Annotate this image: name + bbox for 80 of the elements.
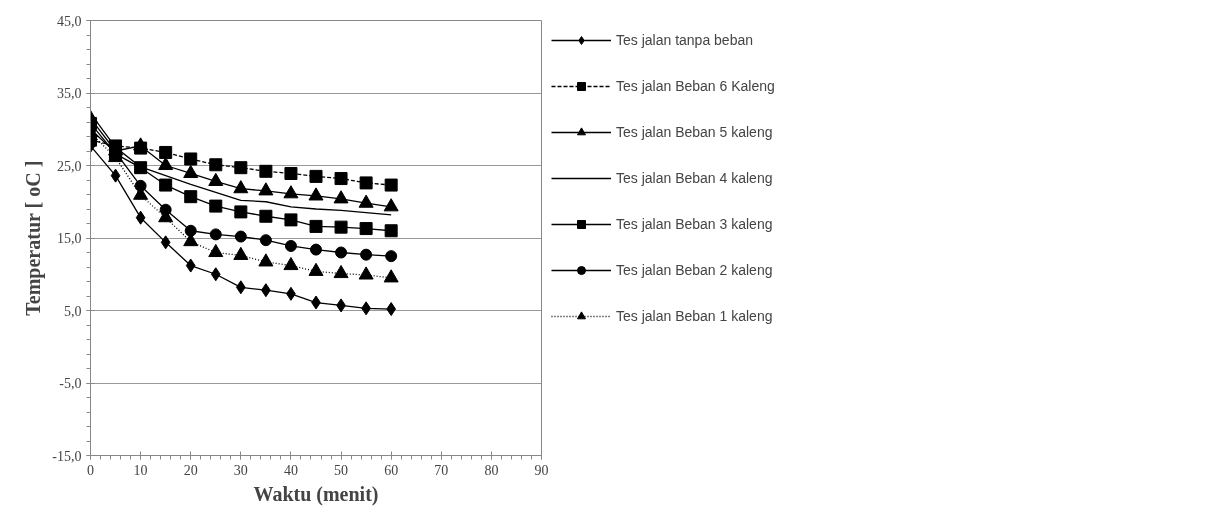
x-tick-label: 70 [434,462,449,478]
x-tick-label: 50 [334,462,349,478]
point [208,172,224,186]
point [333,190,349,204]
point [384,178,398,192]
x-tick-label: 20 [183,462,198,478]
point [233,246,249,260]
point [159,145,173,159]
y-tick-label: 35,0 [57,86,82,101]
point [210,267,221,282]
y-axis-title: Temperatur [ oC ] [22,160,46,316]
point [334,220,348,234]
point [183,164,199,179]
point [358,194,374,208]
point [184,152,198,166]
y-tick-label: -5,0 [59,376,82,391]
point [234,230,247,243]
point [284,213,298,227]
point [358,266,374,280]
point [335,246,348,259]
point [209,158,223,172]
legend-label: Tes jalan Beban 5 kaleng [616,124,773,140]
point [134,161,148,175]
point [135,210,146,225]
point [234,205,248,219]
x-tick-label: 0 [87,462,94,478]
point [284,239,297,252]
point [259,209,273,223]
legend-label: Tes jalan Beban 6 Kaleng [616,78,775,94]
point [383,198,399,212]
x-tick-label: 90 [534,462,549,478]
point [208,243,224,258]
y-tick-label: 5,0 [64,303,82,319]
y-tick-label: 15,0 [57,231,82,246]
x-tick-label: 60 [384,462,399,478]
x-axis-title: Waktu (menit) [253,482,379,506]
point [259,164,273,178]
point [308,262,324,276]
x-tick-label: 30 [233,462,248,478]
point [384,224,398,238]
point [158,156,174,171]
point [185,258,196,273]
point [133,137,149,151]
legend-label: Tes jalan Beban 2 kaleng [616,262,773,278]
point [283,185,299,199]
point [110,168,121,183]
point [209,199,223,213]
x-tick-label: 10 [133,462,148,478]
point [258,182,274,196]
x-tick-label: 40 [283,462,298,478]
point [333,264,349,279]
y-tick-label: 45,0 [57,13,82,29]
point [184,190,198,204]
legend-label: Tes jalan Beban 4 kaleng [616,170,773,186]
legend-label: Tes jalan Beban 3 kaleng [616,216,773,232]
legend-label: Tes jalan Beban 1 kaleng [616,308,773,324]
point [233,180,249,194]
point [184,224,197,237]
point [359,222,373,236]
point [360,248,373,261]
point [283,256,299,271]
point [334,172,348,186]
legend-label: Tes jalan tanpa beban [616,32,753,48]
point [383,269,399,283]
x-tick-label: 80 [484,462,499,478]
y-tick-label: -15,0 [52,448,82,464]
point [309,169,323,183]
point [310,243,322,256]
point [258,253,274,267]
y-tick-label: 25,0 [57,158,82,174]
point [284,166,298,180]
point [359,176,373,190]
point [160,235,171,250]
point [385,250,398,263]
point [308,187,324,201]
point [309,219,323,233]
point [159,178,173,192]
point [234,161,248,175]
point [209,228,222,241]
point [259,234,272,247]
